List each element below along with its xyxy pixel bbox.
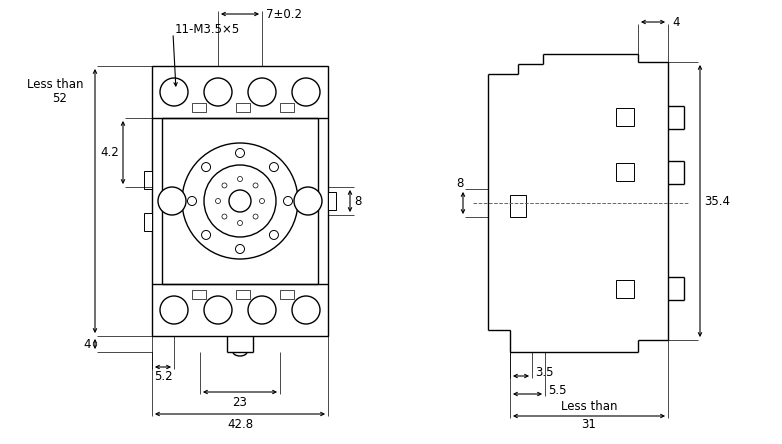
Circle shape xyxy=(202,163,210,171)
Circle shape xyxy=(202,230,210,239)
Circle shape xyxy=(188,197,196,206)
Circle shape xyxy=(158,187,186,215)
Circle shape xyxy=(160,296,188,324)
Bar xyxy=(144,213,152,231)
Text: 5.2: 5.2 xyxy=(154,370,173,384)
Circle shape xyxy=(292,296,320,324)
Circle shape xyxy=(229,190,251,212)
Text: 7±0.2: 7±0.2 xyxy=(266,8,302,20)
Circle shape xyxy=(238,177,242,182)
Circle shape xyxy=(270,163,278,171)
Text: 31: 31 xyxy=(582,418,597,431)
Text: Less than: Less than xyxy=(27,78,83,91)
Text: 3.5: 3.5 xyxy=(535,366,554,380)
Text: 4: 4 xyxy=(672,16,680,28)
Circle shape xyxy=(292,78,320,106)
Text: 8: 8 xyxy=(457,177,464,190)
Text: 8: 8 xyxy=(354,194,361,207)
Bar xyxy=(192,290,206,299)
Bar xyxy=(510,195,526,217)
Circle shape xyxy=(248,78,276,106)
Bar xyxy=(328,192,336,210)
Bar xyxy=(152,66,328,336)
Circle shape xyxy=(235,148,245,158)
Circle shape xyxy=(222,183,227,188)
Bar xyxy=(280,290,294,299)
Bar xyxy=(616,108,634,126)
Circle shape xyxy=(284,197,292,206)
Circle shape xyxy=(253,183,258,188)
Circle shape xyxy=(253,214,258,219)
Circle shape xyxy=(204,78,232,106)
Text: Less than: Less than xyxy=(561,400,617,412)
Circle shape xyxy=(238,221,242,226)
Text: 11-M3.5×5: 11-M3.5×5 xyxy=(175,23,240,36)
Circle shape xyxy=(235,245,245,254)
Circle shape xyxy=(260,198,264,203)
Text: 5.5: 5.5 xyxy=(548,385,566,397)
Circle shape xyxy=(204,165,276,237)
Circle shape xyxy=(182,143,298,259)
Bar xyxy=(616,163,634,181)
Circle shape xyxy=(216,198,221,203)
Bar xyxy=(280,103,294,112)
Text: 4.2: 4.2 xyxy=(100,146,119,159)
Bar xyxy=(236,290,250,299)
Text: 52: 52 xyxy=(52,91,67,104)
Circle shape xyxy=(248,296,276,324)
Bar xyxy=(144,171,152,189)
Text: 42.8: 42.8 xyxy=(227,417,253,431)
Circle shape xyxy=(270,230,278,239)
Text: 35.4: 35.4 xyxy=(704,194,730,207)
Circle shape xyxy=(160,78,188,106)
Bar xyxy=(236,103,250,112)
Text: 4: 4 xyxy=(84,337,91,350)
Circle shape xyxy=(222,214,227,219)
Circle shape xyxy=(204,296,232,324)
Bar xyxy=(616,280,634,298)
Text: 23: 23 xyxy=(232,396,247,408)
Bar xyxy=(192,103,206,112)
Circle shape xyxy=(294,187,322,215)
